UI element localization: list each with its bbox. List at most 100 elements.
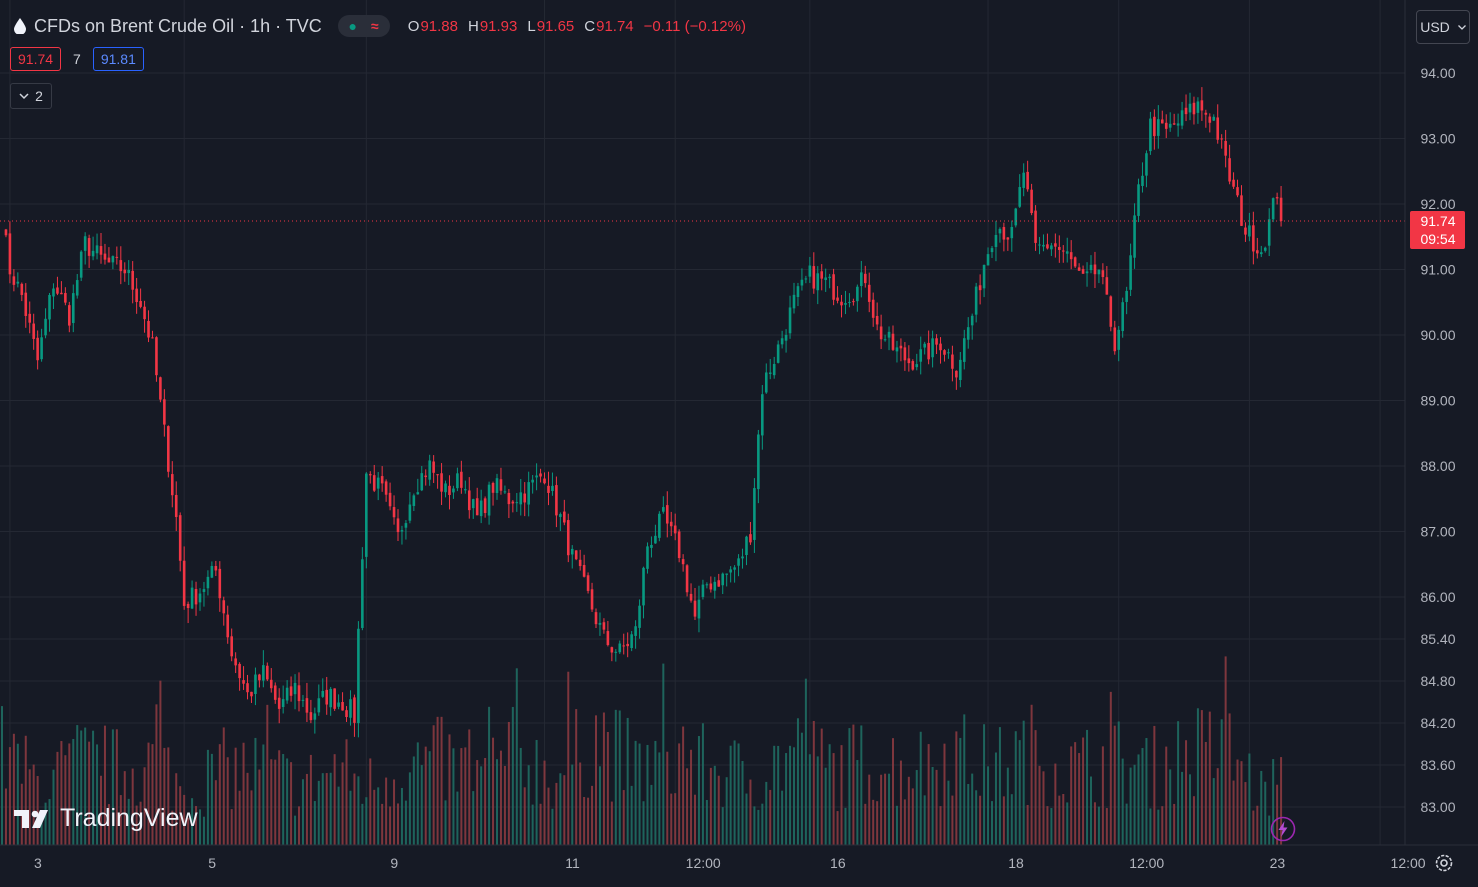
candle-body — [91, 250, 95, 257]
volume-bar — [515, 668, 518, 845]
candle-body — [4, 229, 8, 236]
candle-body — [539, 473, 542, 477]
candle-body — [1121, 302, 1124, 332]
volume-bar — [812, 720, 815, 845]
volume-bar — [729, 745, 732, 845]
candle-body — [36, 337, 39, 361]
volume-bar — [638, 743, 641, 845]
candle-body — [887, 331, 891, 338]
volume-bar — [713, 765, 716, 845]
volume-bar — [725, 777, 728, 845]
volume-bar — [674, 793, 677, 845]
candle-body — [313, 713, 317, 720]
candle-body — [64, 292, 67, 303]
candle-body — [416, 492, 420, 495]
candle-body — [1097, 269, 1101, 275]
candle-body — [1042, 244, 1045, 247]
candle-body — [226, 614, 230, 638]
volume-bar — [650, 784, 653, 845]
candle-body — [994, 234, 998, 247]
volume-bar — [274, 759, 277, 845]
symbol-title[interactable]: CFDs on Brent Crude Oil · 1h · TVC — [34, 15, 322, 36]
volume-bar — [872, 799, 875, 845]
volume-bar — [499, 750, 502, 845]
candle-body — [966, 327, 970, 340]
volume-bar — [1252, 810, 1255, 845]
candle-body — [871, 299, 875, 318]
volume-bar — [290, 762, 293, 845]
indicators-collapse-button[interactable]: 2 — [10, 83, 52, 109]
candle-body — [978, 285, 982, 291]
currency-selector[interactable]: USD — [1416, 10, 1470, 44]
volume-bar — [654, 740, 657, 845]
candle-body — [515, 502, 519, 504]
candle-body — [143, 306, 146, 320]
volume-bar — [393, 779, 396, 845]
volume-bar — [884, 773, 887, 845]
candle-body — [951, 354, 954, 369]
volume-bar — [1034, 730, 1037, 845]
market-status-pill[interactable]: ● ≈ — [337, 15, 390, 37]
volume-bar — [262, 744, 265, 845]
volume-bar — [1046, 806, 1049, 845]
candle-body — [681, 559, 685, 565]
candle-body — [1113, 327, 1117, 352]
volume-bar — [591, 785, 594, 845]
buy-price-box[interactable]: 91.81 — [92, 47, 144, 71]
candle-body — [729, 569, 732, 573]
candle-body — [626, 643, 629, 647]
candle-body — [325, 689, 329, 705]
candle-body — [479, 500, 483, 517]
gear-icon[interactable] — [1433, 852, 1455, 874]
candle-body — [741, 556, 744, 559]
volume-bar — [697, 736, 700, 845]
volume-bar — [892, 738, 894, 845]
candle-body — [1267, 219, 1271, 246]
volume-bar — [761, 803, 764, 845]
volume-bar — [1200, 710, 1203, 845]
volume-bar — [1248, 753, 1251, 845]
volume-bar — [305, 773, 308, 845]
candle-body — [519, 492, 523, 505]
volume-bar — [1054, 763, 1057, 845]
candle-body — [1010, 227, 1014, 239]
ohlc-values: O91.88 H91.93 L91.65 C91.74 −0.11 (−0.12… — [408, 18, 746, 35]
candle-body — [1172, 123, 1176, 125]
volume-bar — [519, 747, 522, 845]
volume-bar — [349, 790, 352, 845]
candle-body — [551, 485, 554, 492]
candle-body — [277, 697, 281, 709]
candle-body — [772, 363, 776, 376]
candle-body — [594, 612, 598, 625]
candle-body — [127, 269, 131, 274]
volume-bar — [547, 787, 550, 845]
candle-body — [673, 525, 677, 534]
volume-bar — [286, 758, 289, 845]
tradingview-logo[interactable]: TradingView — [14, 804, 198, 833]
volume-bar — [175, 773, 178, 845]
volume-bar — [523, 787, 526, 845]
candle-body — [658, 513, 661, 538]
volume-bar — [1026, 804, 1029, 845]
lightning-icon[interactable] — [1270, 816, 1296, 842]
volume-bar — [543, 760, 546, 845]
candle-body — [713, 581, 717, 591]
candle-body — [1133, 215, 1136, 258]
candle-body — [337, 702, 340, 707]
volume-bar — [1189, 774, 1191, 845]
candle-body — [281, 699, 285, 708]
volume-bar — [96, 744, 99, 845]
volume-bar — [749, 779, 752, 845]
candle-body — [420, 473, 424, 491]
volume-bar — [907, 776, 910, 845]
volume-bar — [1169, 769, 1172, 845]
open-value: O91.88 — [407, 17, 458, 35]
sell-price-box[interactable]: 91.74 — [10, 47, 62, 71]
candle-body — [689, 593, 693, 601]
candle-body — [646, 546, 649, 569]
volume-bar — [745, 793, 748, 845]
candle-body — [151, 337, 154, 339]
volume-bar — [151, 744, 154, 845]
